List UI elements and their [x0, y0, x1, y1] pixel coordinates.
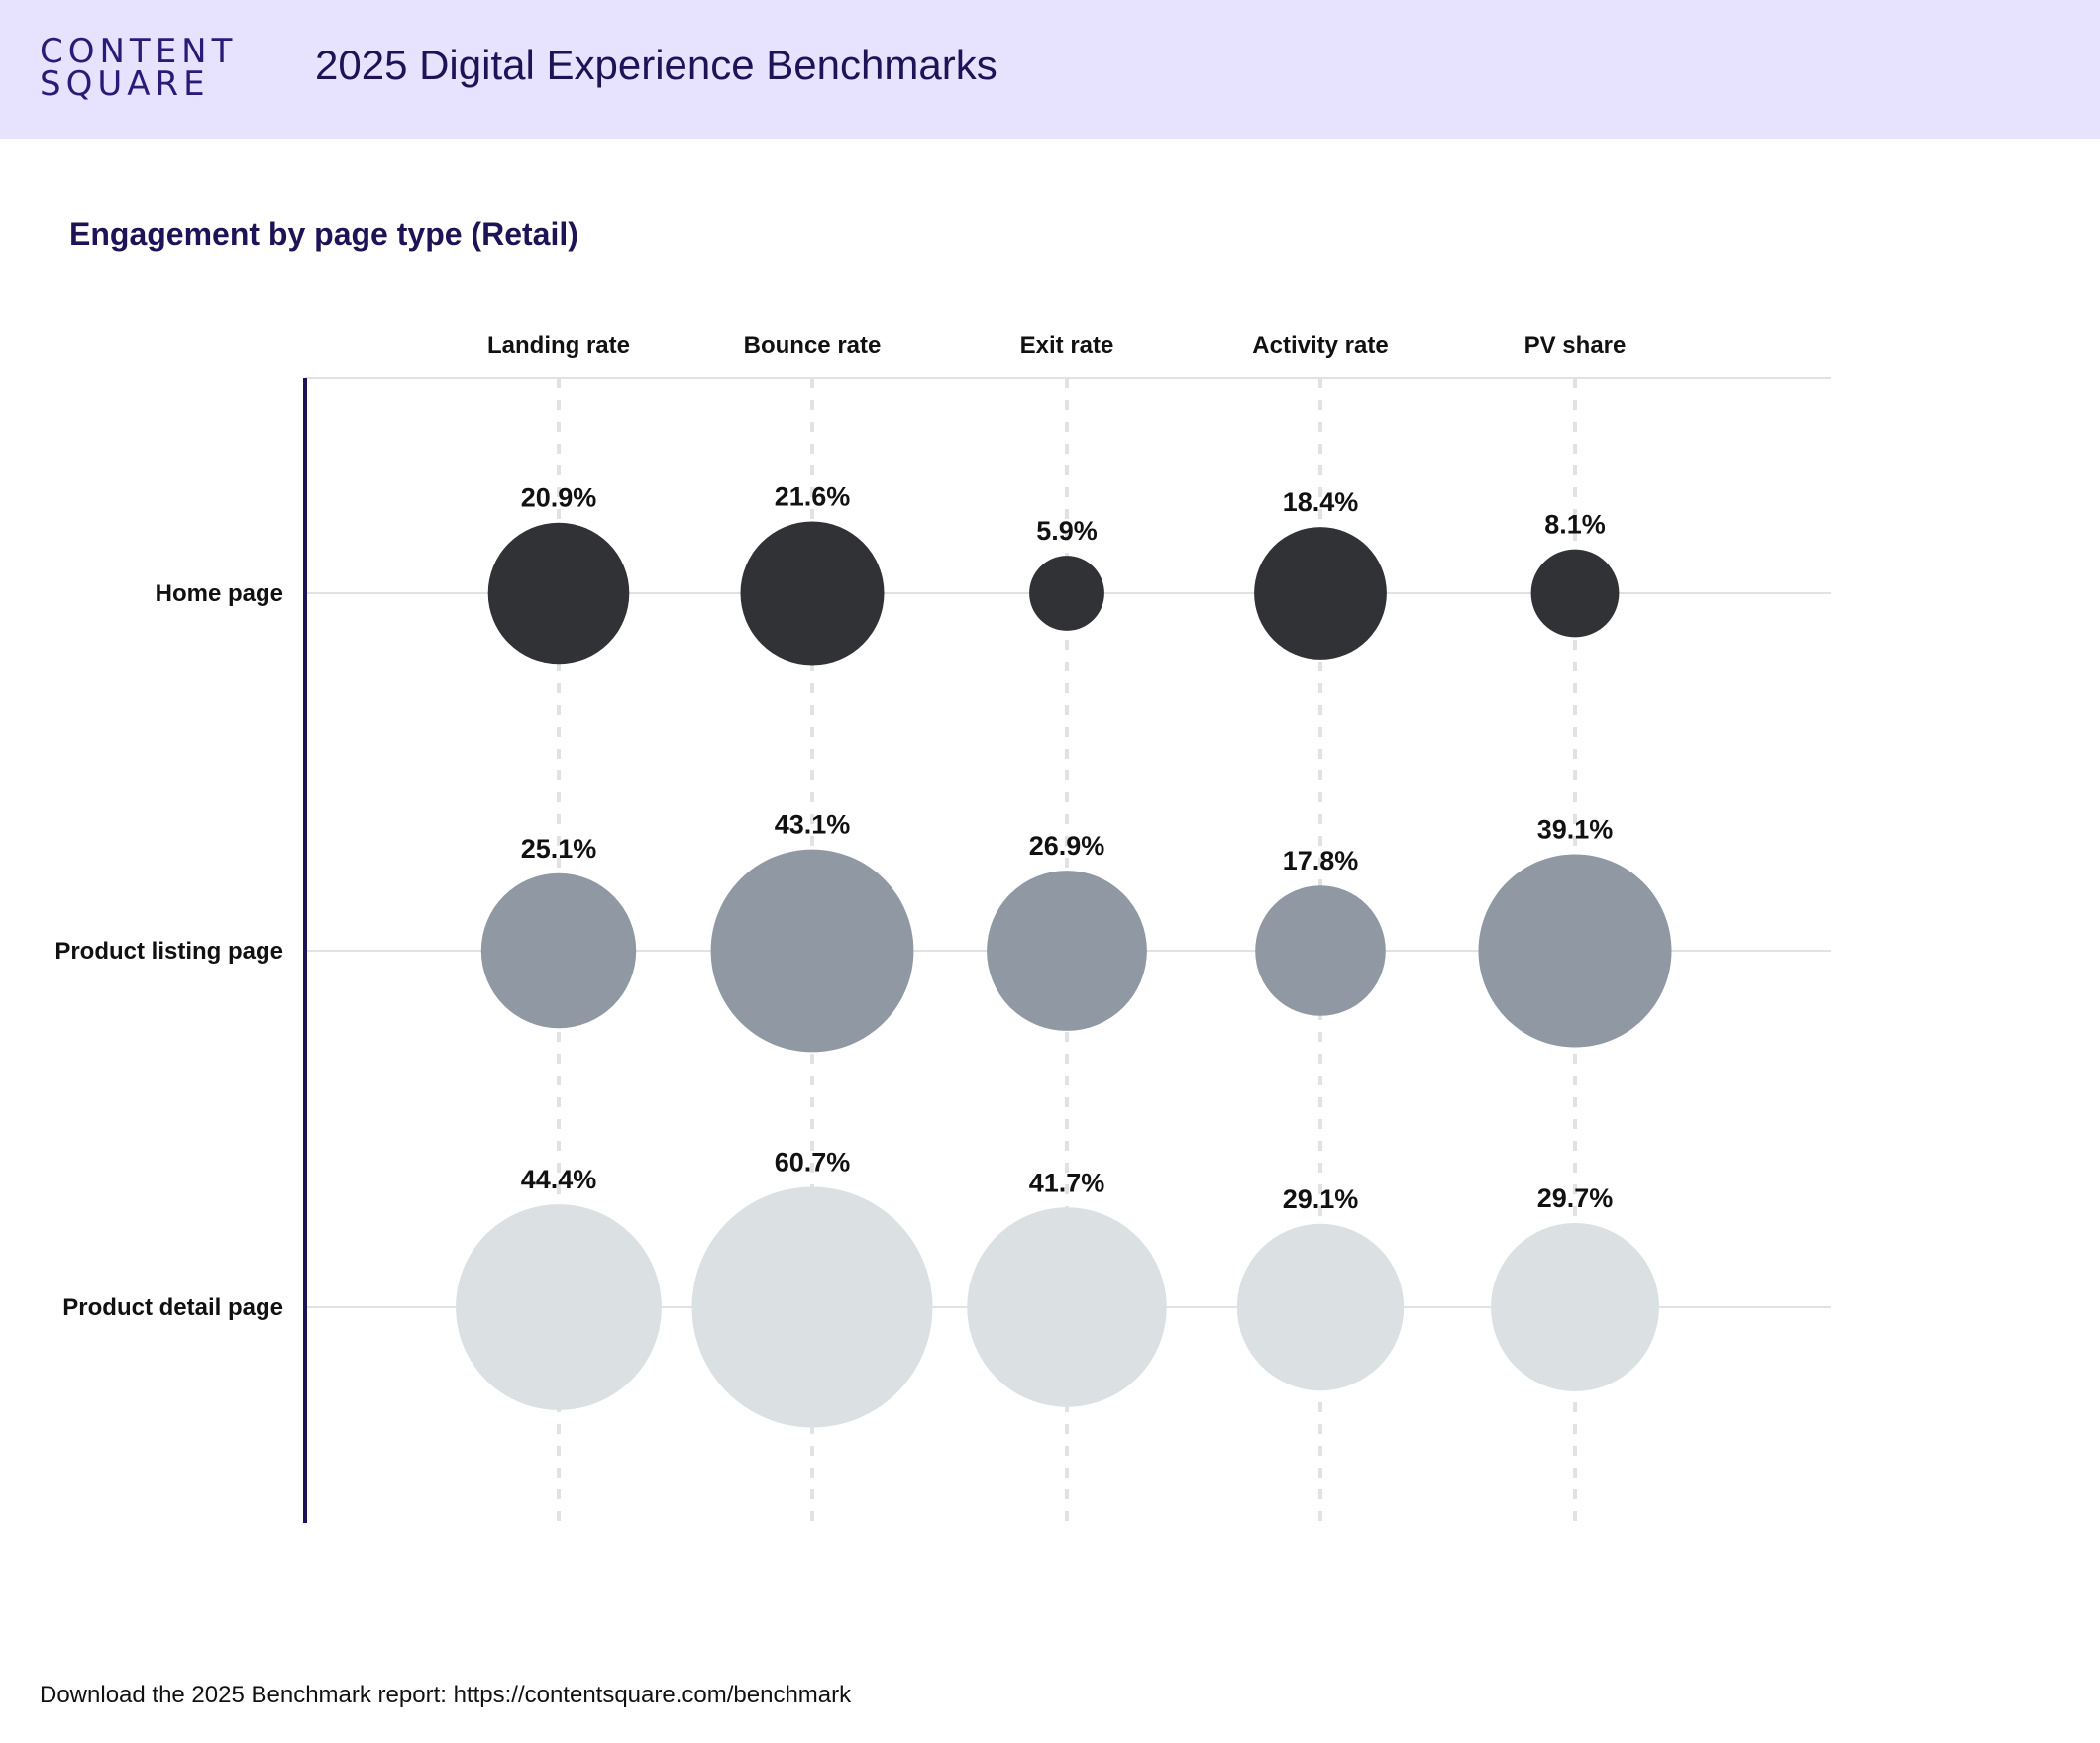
column-label: Bounce rate: [744, 332, 882, 359]
bubble: [1029, 556, 1104, 631]
value-label: 5.9%: [1036, 516, 1098, 546]
bubble: [1254, 527, 1387, 660]
bubble: [967, 1207, 1167, 1407]
value-label: 8.1%: [1544, 510, 1606, 540]
bubble: [1236, 1223, 1405, 1391]
value-label: 43.1%: [775, 810, 851, 840]
value-label: 29.1%: [1283, 1184, 1359, 1214]
row-label: Product listing page: [54, 938, 283, 965]
logo-line-2: SQUARE: [40, 64, 210, 104]
logo-line-1: CONTENT: [40, 32, 238, 71]
bubble: [1491, 1223, 1659, 1391]
value-label: 60.7%: [775, 1148, 851, 1178]
bubble-chart: Landing rate Bounce rate Exit rate Activity…: [54, 332, 1831, 1523]
bubble: [487, 522, 630, 665]
footer-download-text: Download the 2025 Benchmark report: http…: [40, 1682, 852, 1708]
bubble: [1255, 885, 1386, 1016]
bubble: [691, 1186, 933, 1428]
value-label: 17.8%: [1283, 846, 1359, 875]
bubble: [1478, 854, 1672, 1048]
value-label: 21.6%: [775, 482, 851, 512]
column-label: Activity rate: [1252, 332, 1388, 359]
value-label: 26.9%: [1029, 831, 1105, 861]
chart-title: Engagement by page type (Retail): [69, 216, 578, 252]
report-title: 2025 Digital Experience Benchmarks: [315, 42, 998, 88]
row-label: Home page: [156, 580, 283, 607]
bubble: [456, 1204, 662, 1410]
value-label: 20.9%: [521, 483, 597, 513]
bubble: [480, 872, 637, 1029]
value-label: 39.1%: [1537, 815, 1614, 845]
row-label: Product detail page: [62, 1294, 283, 1321]
value-label: 18.4%: [1283, 487, 1359, 517]
value-label: 29.7%: [1537, 1183, 1614, 1213]
value-label: 25.1%: [521, 834, 597, 864]
column-label: Landing rate: [487, 332, 630, 359]
bubble: [740, 521, 885, 666]
bubble: [987, 871, 1147, 1031]
bubble: [1530, 549, 1620, 638]
value-label: 44.4%: [521, 1165, 597, 1194]
contentsquare-logo[interactable]: CONTENT SQUARE: [40, 32, 238, 104]
value-label: 41.7%: [1029, 1168, 1105, 1197]
header-banner: CONTENT SQUARE 2025 Digital Experience B…: [0, 0, 2100, 139]
column-label: Exit rate: [1020, 332, 1114, 359]
column-label: PV share: [1524, 332, 1627, 359]
bubble: [710, 849, 914, 1053]
